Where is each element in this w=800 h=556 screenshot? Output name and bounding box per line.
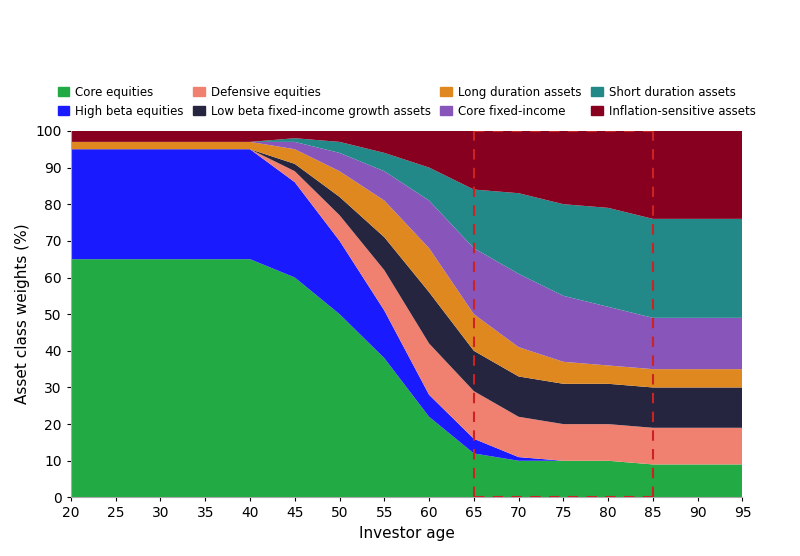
Y-axis label: Asset class weights (%): Asset class weights (%) xyxy=(15,224,30,404)
X-axis label: Investor age: Investor age xyxy=(358,526,454,541)
Legend: Core equities, High beta equities, Defensive equities, Low beta fixed-income gro: Core equities, High beta equities, Defen… xyxy=(54,82,759,121)
